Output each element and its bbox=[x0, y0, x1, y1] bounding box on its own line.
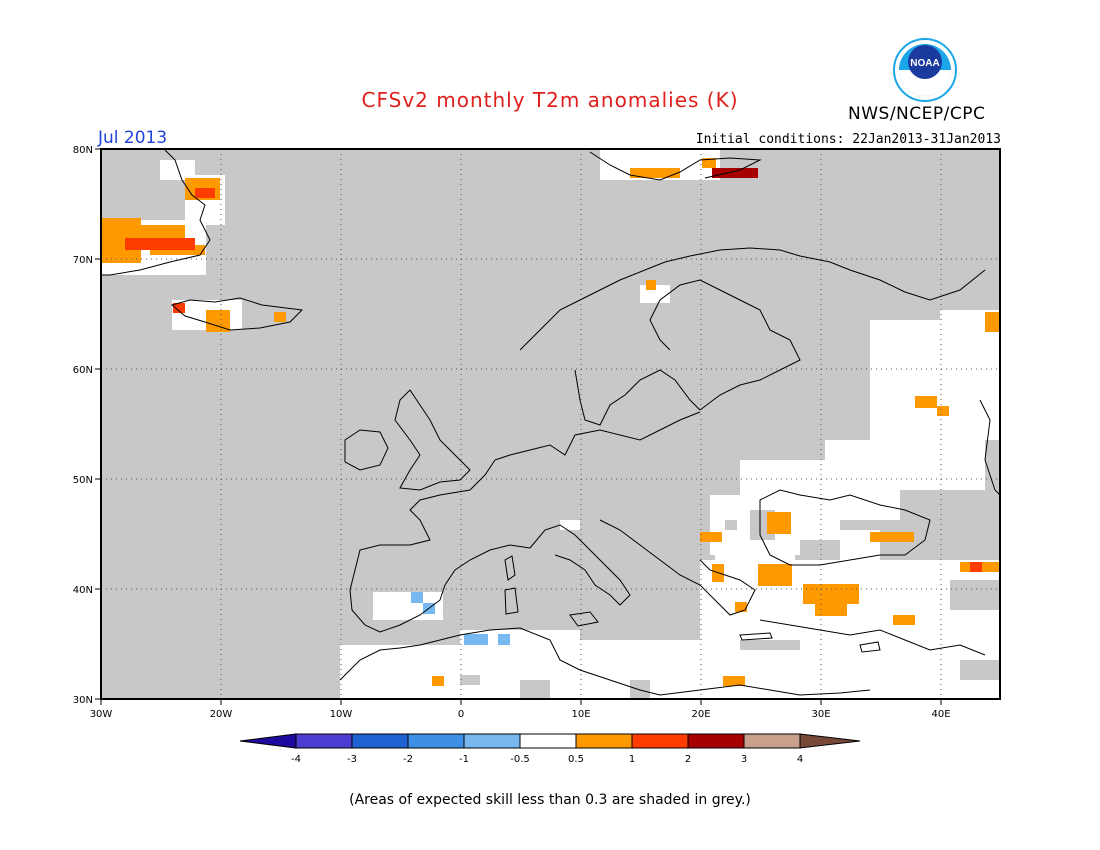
coastlines bbox=[101, 149, 1000, 696]
color-legend bbox=[239, 733, 861, 749]
legend-label: 2 bbox=[685, 754, 691, 765]
legend-label: -0.5 bbox=[510, 754, 530, 765]
legend-swatch bbox=[407, 733, 465, 749]
legend-label: 4 bbox=[797, 754, 803, 765]
warmer-anomaly-cells bbox=[125, 188, 982, 572]
warmest-anomaly-cells bbox=[712, 168, 758, 178]
agency-label: NWS/NCEP/CPC bbox=[848, 104, 986, 124]
gridlines bbox=[101, 149, 1000, 699]
legend-arrow-right bbox=[799, 733, 861, 749]
lon-label: 10W bbox=[330, 709, 353, 720]
lon-label: 30E bbox=[811, 709, 830, 720]
lat-label: 80N bbox=[73, 145, 93, 156]
lon-label: 40E bbox=[931, 709, 950, 720]
legend-label: -4 bbox=[291, 754, 301, 765]
map-frame bbox=[100, 148, 1001, 700]
lat-labels: 80N 70N 60N 50N 40N 30N bbox=[73, 145, 93, 706]
legend-swatch bbox=[575, 733, 633, 749]
lon-label: 20E bbox=[691, 709, 710, 720]
legend-swatch bbox=[463, 733, 521, 749]
footnote: (Areas of expected skill less than 0.3 a… bbox=[349, 792, 751, 808]
map-area bbox=[101, 149, 1000, 699]
legend-swatch bbox=[631, 733, 689, 749]
legend-label: -2 bbox=[403, 754, 413, 765]
lon-label: 10E bbox=[571, 709, 590, 720]
lat-label: 50N bbox=[73, 475, 93, 486]
initial-conditions: Initial conditions: 22Jan2013-31Jan2013 bbox=[695, 132, 1001, 147]
legend-label: 1 bbox=[629, 754, 635, 765]
legend-labels: -4 -3 -2 -1 -0.5 0.5 1 2 3 4 bbox=[291, 754, 803, 765]
noaa-logo-text: NOAA bbox=[910, 58, 939, 69]
lon-label: 30W bbox=[90, 709, 113, 720]
grey-patches bbox=[460, 440, 1000, 699]
lat-label: 30N bbox=[73, 695, 93, 706]
forecast-month: Jul 2013 bbox=[98, 128, 168, 148]
lat-label: 40N bbox=[73, 585, 93, 596]
legend-label: -3 bbox=[347, 754, 357, 765]
legend-label: -1 bbox=[459, 754, 469, 765]
legend-arrow-left bbox=[239, 733, 297, 749]
legend-label: 3 bbox=[741, 754, 747, 765]
legend-swatch bbox=[351, 733, 409, 749]
chart-title: CFSv2 monthly T2m anomalies (K) bbox=[361, 88, 739, 112]
legend-label: 0.5 bbox=[568, 754, 584, 765]
lat-label: 70N bbox=[73, 255, 93, 266]
axis-ticks bbox=[95, 148, 942, 705]
legend-swatch bbox=[743, 733, 801, 749]
lat-label: 60N bbox=[73, 365, 93, 376]
legend-swatch bbox=[519, 733, 577, 749]
legend-swatch bbox=[687, 733, 745, 749]
legend-swatch bbox=[295, 733, 353, 749]
lon-label: 20W bbox=[210, 709, 233, 720]
lon-label: 0 bbox=[458, 709, 464, 720]
noaa-logo: NOAA bbox=[893, 38, 957, 102]
lon-labels: 30W 20W 10W 0 10E 20E 30E 40E bbox=[90, 709, 951, 720]
